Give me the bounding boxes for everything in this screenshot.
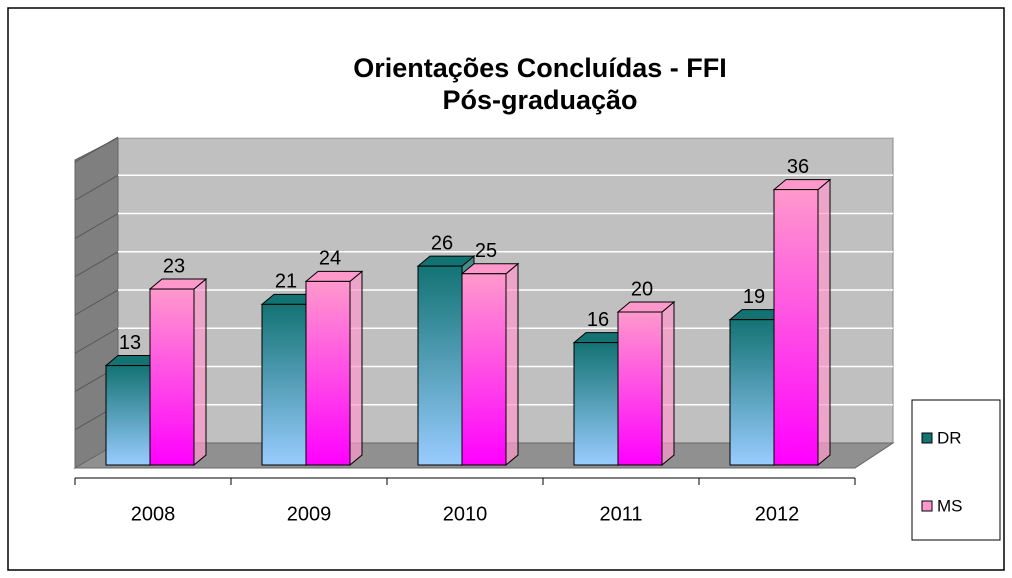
legend-swatch xyxy=(921,500,933,512)
bar-side xyxy=(661,300,675,467)
legend-label: DR xyxy=(937,428,962,447)
bar-front xyxy=(305,280,351,466)
bar-side xyxy=(505,262,519,467)
bar-front xyxy=(261,303,307,466)
bar-side xyxy=(349,270,363,467)
bar-front xyxy=(461,273,507,466)
bar xyxy=(460,262,520,467)
bar-front xyxy=(773,189,819,466)
data-label: 25 xyxy=(475,240,497,262)
bar-side xyxy=(193,277,207,467)
bar xyxy=(772,178,832,467)
grid-line xyxy=(74,289,119,316)
x-tick-label: 2010 xyxy=(443,503,488,525)
legend-label: MS xyxy=(937,496,963,515)
data-label: 19 xyxy=(743,286,765,308)
data-label: 36 xyxy=(787,156,809,178)
chart-title: Orientações Concluídas - FFI xyxy=(353,53,727,83)
data-label: 16 xyxy=(587,309,609,331)
bar xyxy=(616,300,676,467)
bar-front xyxy=(617,311,663,466)
x-tick-label: 2011 xyxy=(599,503,642,525)
bar xyxy=(148,277,208,467)
bar-front xyxy=(573,342,619,466)
grid-line xyxy=(74,174,119,201)
data-label: 21 xyxy=(275,271,297,293)
bar-side xyxy=(817,178,831,467)
bar-front xyxy=(149,288,195,466)
data-label: 23 xyxy=(163,255,185,277)
x-tick-label: 2008 xyxy=(131,503,176,525)
x-tick-label: 2009 xyxy=(287,503,332,525)
legend-swatch xyxy=(921,432,933,444)
data-label: 20 xyxy=(631,278,653,300)
bar-front xyxy=(729,319,775,466)
data-label: 13 xyxy=(119,332,141,354)
x-tick-label: 2012 xyxy=(755,503,800,525)
bar-front xyxy=(105,365,151,466)
grid-line xyxy=(74,213,119,239)
chart-subtitle: Pós-graduação xyxy=(442,85,637,115)
grid-line xyxy=(74,136,119,163)
bar xyxy=(304,270,364,467)
bar-front xyxy=(417,265,463,466)
data-label: 26 xyxy=(431,232,453,254)
grid-line xyxy=(74,251,119,278)
data-label: 24 xyxy=(319,248,341,270)
bar xyxy=(728,308,788,467)
grid-line xyxy=(74,327,119,354)
legend-box xyxy=(911,399,1001,541)
